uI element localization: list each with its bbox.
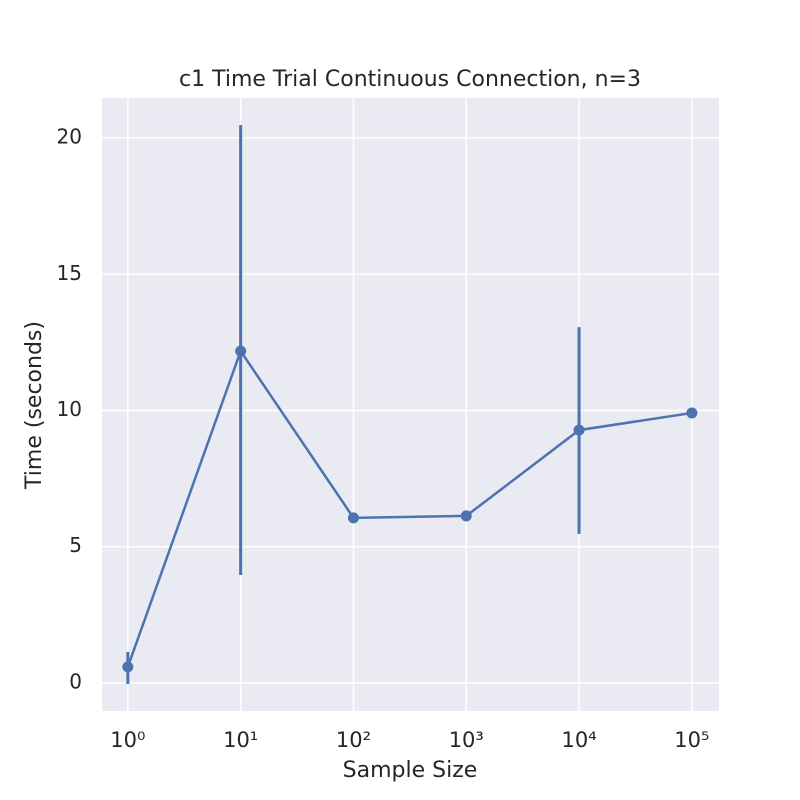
y-tick-label: 10 bbox=[57, 397, 82, 421]
point bbox=[347, 512, 359, 524]
x-tick-label: 10¹ bbox=[223, 728, 258, 752]
chart-title: c1 Time Trial Continuous Connection, n=3 bbox=[179, 67, 641, 92]
y-tick-label: 15 bbox=[57, 261, 82, 285]
x-tick-label: 10² bbox=[336, 728, 371, 752]
marks bbox=[122, 124, 698, 685]
y-tick-label: 20 bbox=[57, 125, 82, 149]
plot-area bbox=[102, 98, 719, 711]
point bbox=[235, 345, 247, 357]
x-axis-label: Sample Size bbox=[343, 758, 478, 783]
series-line bbox=[126, 348, 693, 668]
y-axis-label: Time (seconds) bbox=[22, 321, 47, 490]
x-tick-label: 10⁴ bbox=[561, 728, 596, 752]
y-tick-label: 0 bbox=[69, 669, 82, 693]
point bbox=[573, 424, 585, 436]
x-tick-label: 10⁰ bbox=[110, 728, 145, 752]
point bbox=[686, 407, 698, 419]
y-tick-label: 5 bbox=[69, 533, 82, 557]
x-tick-label: 10⁵ bbox=[674, 728, 709, 752]
point bbox=[122, 661, 134, 673]
point bbox=[460, 510, 472, 522]
x-tick-label: 10³ bbox=[449, 728, 484, 752]
